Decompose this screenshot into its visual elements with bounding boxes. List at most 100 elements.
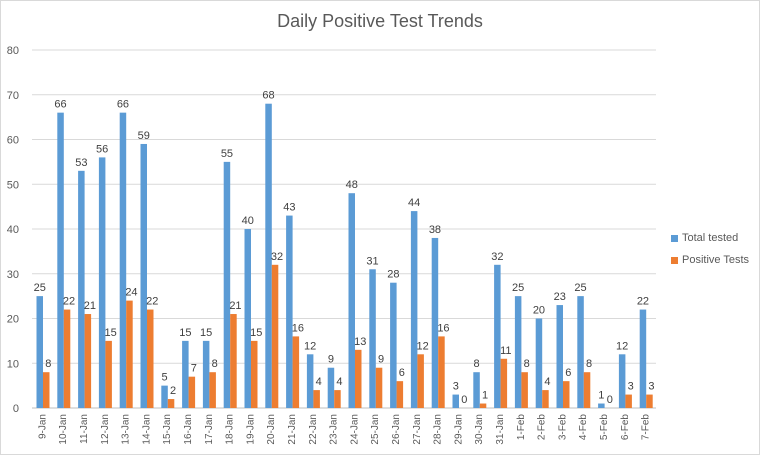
bar-positive-tests <box>500 358 508 408</box>
bar-positive-tests <box>105 340 112 408</box>
bar-total-tested <box>348 193 355 408</box>
bar-positive-tests <box>417 354 424 408</box>
data-label-positive-tests: 6 <box>565 367 571 379</box>
data-label-total-tested: 44 <box>408 197 420 209</box>
bar-total-tested <box>57 112 64 409</box>
data-label-positive-tests: 8 <box>524 358 530 370</box>
bar-total-tested <box>140 143 147 408</box>
bar-positive-tests <box>542 390 549 408</box>
data-label-positive-tests: 21 <box>84 300 96 312</box>
legend: Total tested Positive Tests <box>671 227 749 271</box>
bar-total-tested <box>161 385 168 408</box>
data-label-total-tested: 66 <box>54 99 66 111</box>
bar-total-tested <box>182 340 189 408</box>
legend-label-positive-tests: Positive Tests <box>682 254 750 266</box>
data-label-positive-tests: 8 <box>586 358 592 370</box>
data-label-total-tested: 5 <box>161 372 167 384</box>
bar-total-tested <box>265 103 272 408</box>
bar-positive-tests <box>479 403 487 408</box>
data-label-positive-tests: 6 <box>399 367 405 379</box>
bar-total-tested <box>244 229 251 408</box>
x-tick-label: 7-Feb <box>641 414 652 441</box>
y-tick-label: 80 <box>7 45 19 57</box>
bar-total-tested <box>598 403 605 408</box>
bar-total-tested <box>556 305 563 408</box>
bar-total-tested <box>514 296 522 408</box>
data-label-total-tested: 8 <box>473 358 479 370</box>
x-tick-label: 17-Jan <box>204 414 215 445</box>
y-tick-label: 70 <box>7 90 19 102</box>
x-tick-label: 16-Jan <box>183 414 194 445</box>
data-label-total-tested: 20 <box>533 305 545 317</box>
bar-positive-tests <box>167 399 175 408</box>
legend-swatch-positive-tests <box>671 256 678 264</box>
x-tick-label: 10-Jan <box>58 414 69 445</box>
bar-positive-tests <box>334 390 341 408</box>
bar-positive-tests <box>230 314 237 408</box>
data-label-total-tested: 53 <box>75 157 87 169</box>
bar-positive-tests <box>251 340 258 408</box>
x-tick-label: 18-Jan <box>225 414 236 445</box>
legend-item-positive-tests: Positive Tests <box>671 249 749 271</box>
data-label-total-tested: 38 <box>429 224 441 236</box>
x-tick-label: 30-Jan <box>474 414 485 445</box>
data-label-positive-tests: 15 <box>105 327 117 339</box>
x-tick-label: 6-Feb <box>620 414 631 441</box>
data-label-positive-tests: 11 <box>500 345 511 357</box>
bar-total-tested <box>286 215 293 408</box>
data-label-positive-tests: 3 <box>648 381 654 393</box>
y-tick-label: 40 <box>7 224 19 236</box>
x-tick-label: 11-Jan <box>79 414 90 444</box>
bar-positive-tests <box>396 381 404 408</box>
bar-total-tested <box>639 309 647 408</box>
x-tick-label: 13-Jan <box>121 414 132 445</box>
bar-total-tested <box>577 296 584 408</box>
data-label-total-tested: 28 <box>387 269 399 281</box>
legend-item-total-tested: Total tested <box>671 227 749 249</box>
legend-label-total-tested: Total tested <box>682 232 739 244</box>
chart-title: Daily Positive Test Trends <box>277 11 483 31</box>
data-label-total-tested: 66 <box>117 99 129 111</box>
bar-positive-tests <box>646 394 653 408</box>
data-label-positive-tests: 0 <box>607 394 613 406</box>
bar-positive-tests <box>147 309 154 408</box>
data-label-total-tested: 22 <box>637 296 649 308</box>
bar-positive-tests <box>209 372 216 408</box>
x-tick-label: 23-Jan <box>329 414 340 445</box>
x-tick-label: 5-Feb <box>599 414 610 441</box>
data-label-total-tested: 15 <box>179 327 191 339</box>
data-label-positive-tests: 21 <box>229 300 241 312</box>
data-label-total-tested: 1 <box>598 390 604 402</box>
data-label-total-tested: 56 <box>96 143 108 155</box>
data-label-positive-tests: 15 <box>250 327 262 339</box>
data-label-total-tested: 55 <box>221 148 233 160</box>
data-label-positive-tests: 3 <box>628 381 634 393</box>
x-tick-label: 26-Jan <box>391 414 402 445</box>
bar-total-tested <box>431 237 439 408</box>
x-tick-label: 3-Feb <box>557 414 568 441</box>
bar-positive-tests <box>43 372 50 408</box>
data-label-positive-tests: 32 <box>271 251 283 263</box>
data-label-positive-tests: 13 <box>354 336 366 348</box>
data-label-positive-tests: 8 <box>45 358 51 370</box>
x-tick-label: 1-Feb <box>516 414 527 441</box>
x-tick-label: 29-Jan <box>453 414 464 445</box>
bar-positive-tests <box>188 376 196 408</box>
x-tick-label: 4-Feb <box>578 414 589 441</box>
bar-total-tested <box>494 264 501 408</box>
data-label-total-tested: 48 <box>346 179 358 191</box>
bar-positive-tests <box>271 264 279 408</box>
bar-total-tested <box>223 161 231 408</box>
data-label-total-tested: 9 <box>328 354 334 366</box>
bar-total-tested <box>618 354 626 408</box>
data-label-positive-tests: 1 <box>482 390 488 402</box>
data-label-positive-tests: 22 <box>63 296 75 308</box>
data-label-total-tested: 59 <box>138 130 150 142</box>
x-tick-label: 25-Jan <box>370 414 381 445</box>
x-tick-label: 24-Jan <box>349 414 360 445</box>
data-label-positive-tests: 0 <box>461 394 467 406</box>
bar-total-tested <box>98 157 106 408</box>
x-tick-label: 28-Jan <box>433 414 444 445</box>
y-tick-label: 30 <box>7 269 19 281</box>
bar-total-tested <box>452 394 459 408</box>
